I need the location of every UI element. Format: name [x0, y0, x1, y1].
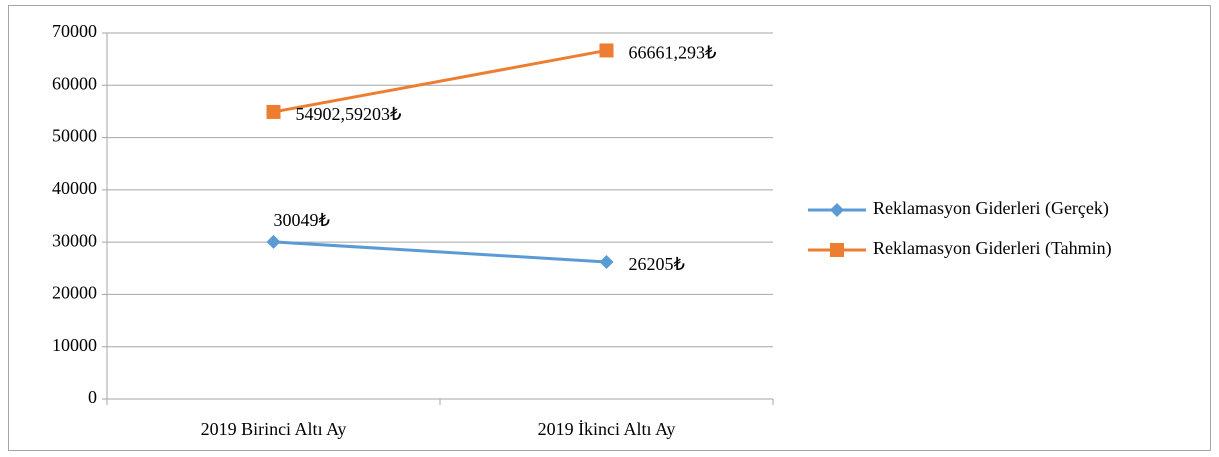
marker [599, 43, 614, 58]
data-label: 26205₺ [629, 254, 685, 274]
line [273, 240, 607, 264]
legend-label: Reklamasyon Giderleri (Gerçek) [873, 198, 1109, 219]
y-tick-label: 10000 [52, 335, 97, 355]
marker [266, 104, 281, 119]
legend-label: Reklamasyon Giderleri (Tahmin) [873, 238, 1112, 259]
x-tick-label: 2019 İkinci Altı Ay [538, 419, 676, 439]
y-tick-label: 0 [88, 387, 97, 407]
data-label: 66661,293₺ [629, 43, 717, 63]
y-tick-label: 40000 [52, 178, 97, 198]
data-label: 54902,59203₺ [296, 104, 402, 124]
line [273, 48, 607, 114]
data-label: 30049₺ [274, 210, 330, 230]
marker [266, 234, 281, 249]
y-tick-label: 50000 [52, 126, 97, 146]
chart-border [8, 5, 1211, 451]
y-tick-label: 20000 [52, 283, 97, 303]
marker [599, 254, 614, 269]
x-tick-label: 2019 Birinci Altı Ay [201, 419, 347, 439]
y-tick-label: 60000 [52, 73, 97, 93]
marker [830, 203, 844, 217]
y-tick-label: 30000 [52, 230, 97, 250]
marker [830, 243, 844, 257]
y-tick-label: 70000 [52, 21, 97, 41]
